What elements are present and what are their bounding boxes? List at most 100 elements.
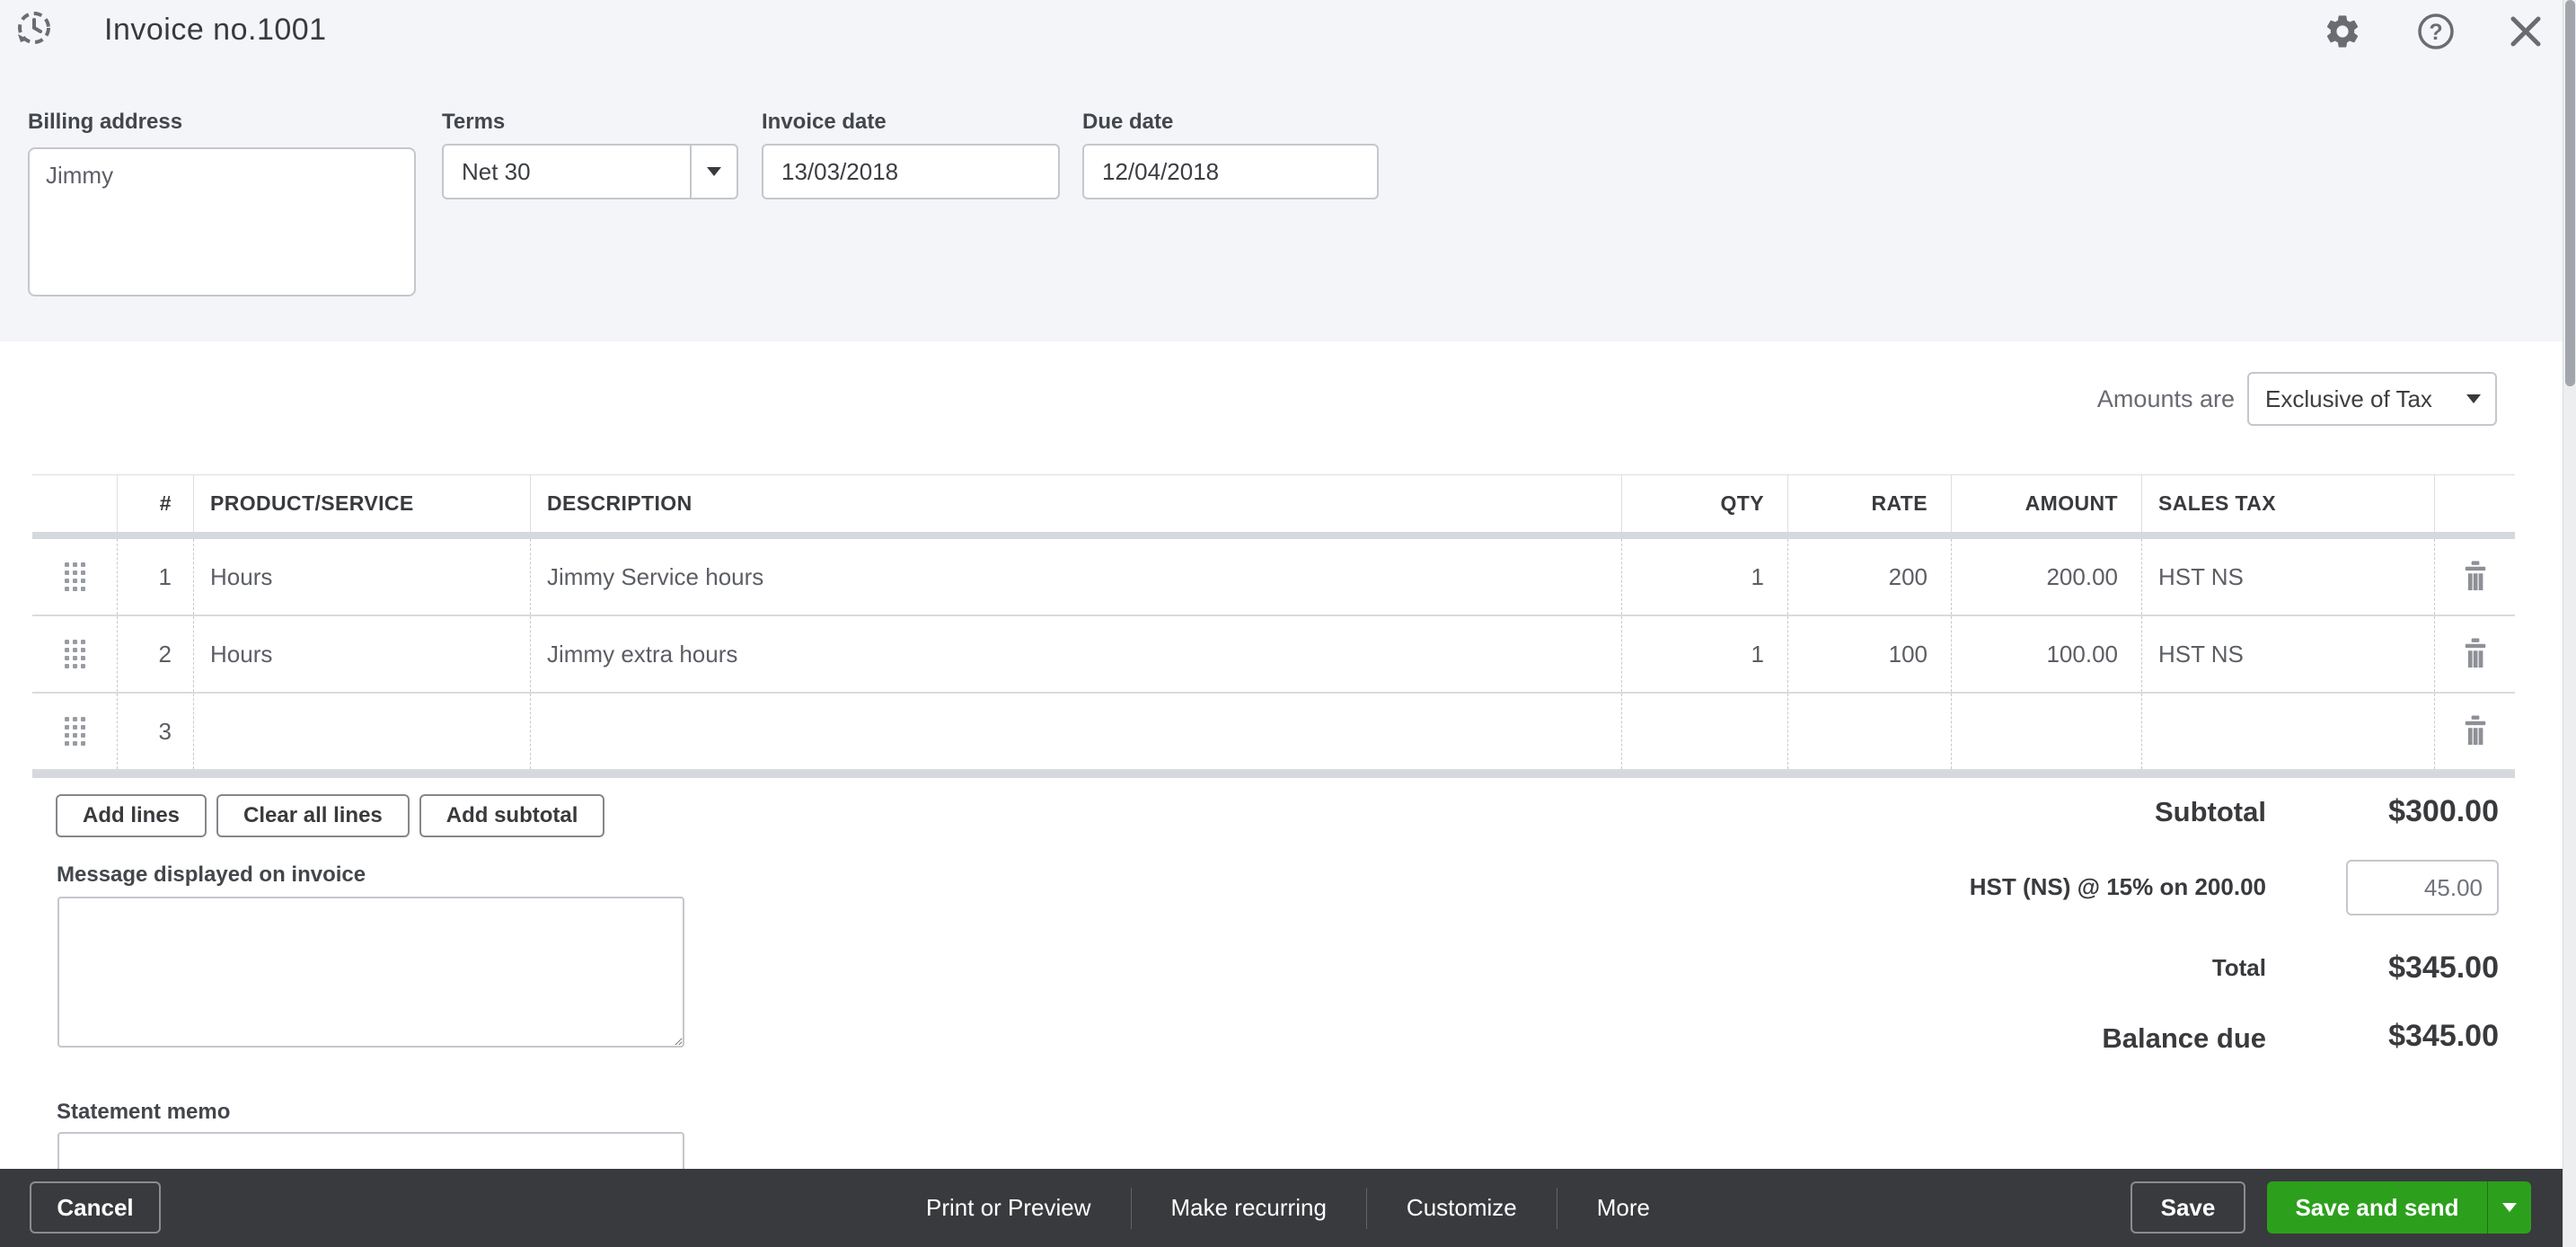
- invoice-message-input[interactable]: [57, 897, 684, 1048]
- billing-address-input[interactable]: Jimmy: [28, 147, 416, 296]
- table-divider: [32, 771, 2515, 778]
- cell-rate[interactable]: [1787, 694, 1951, 769]
- divider: [2487, 1181, 2488, 1234]
- amounts-are-select[interactable]: Exclusive of Tax: [2247, 372, 2497, 426]
- amounts-are-value: Exclusive of Tax: [2265, 385, 2432, 412]
- invoice-date-label: Invoice date: [762, 110, 887, 134]
- terms-caret-section[interactable]: [690, 146, 737, 198]
- cancel-button[interactable]: Cancel: [30, 1181, 161, 1234]
- terms-value: Net 30: [462, 157, 531, 185]
- page-title: Invoice no.1001: [104, 13, 327, 47]
- balance-due-label: Balance due: [2102, 1022, 2266, 1054]
- cell-num: 2: [117, 616, 193, 692]
- invoice-message-label: Message displayed on invoice: [57, 862, 366, 887]
- scrollbar-thumb[interactable]: [2565, 0, 2575, 386]
- cell-sales-tax[interactable]: [2141, 694, 2434, 769]
- header-actions-col: [2434, 475, 2515, 532]
- drag-handle[interactable]: [32, 694, 117, 769]
- subtotal-label: Subtotal: [2155, 796, 2266, 827]
- amounts-are-label: Amounts are: [2096, 385, 2235, 412]
- header-product: PRODUCT/SERVICE: [193, 475, 530, 532]
- invoice-date-input[interactable]: [762, 144, 1060, 199]
- header-qty: QTY: [1621, 475, 1787, 532]
- billing-address-label: Billing address: [28, 110, 183, 134]
- cell-description[interactable]: Jimmy extra hours: [530, 616, 1621, 692]
- delete-row-button[interactable]: [2434, 616, 2515, 692]
- cell-rate[interactable]: 200: [1787, 539, 1951, 615]
- header-description: DESCRIPTION: [530, 475, 1621, 532]
- gear-icon[interactable]: [2323, 12, 2362, 51]
- cell-product[interactable]: Hours: [193, 616, 530, 692]
- cell-num: 1: [117, 539, 193, 615]
- table-header-row: # PRODUCT/SERVICE DESCRIPTION QTY RATE A…: [32, 474, 2515, 532]
- header-num: #: [117, 475, 193, 532]
- chevron-down-icon: [2502, 1203, 2517, 1212]
- divider: [1365, 1187, 1367, 1229]
- save-and-send-button[interactable]: Save and send: [2267, 1181, 2531, 1234]
- statement-memo-label: Statement memo: [57, 1100, 231, 1124]
- customize-button[interactable]: Customize: [1367, 1194, 1557, 1222]
- header-sales-tax: SALES TAX: [2141, 475, 2434, 532]
- clear-all-lines-button[interactable]: Clear all lines: [216, 794, 410, 837]
- cell-description[interactable]: [530, 694, 1621, 769]
- drag-handle[interactable]: [32, 616, 117, 692]
- table-row: 3: [32, 694, 2515, 771]
- vertical-scrollbar[interactable]: [2563, 0, 2576, 1247]
- tax-label: HST (NS) @ 15% on 200.00: [1969, 873, 2266, 900]
- delete-row-button[interactable]: [2434, 694, 2515, 769]
- cell-amount[interactable]: 100.00: [1951, 616, 2141, 692]
- history-icon[interactable]: [13, 7, 56, 50]
- cell-amount[interactable]: 200.00: [1951, 539, 2141, 615]
- cell-qty[interactable]: [1621, 694, 1787, 769]
- print-or-preview-button[interactable]: Print or Preview: [887, 1194, 1131, 1222]
- chevron-down-icon: [2466, 394, 2481, 403]
- terms-select[interactable]: Net 30: [442, 144, 738, 199]
- footer-center-actions: Print or Preview Make recurring Customiz…: [887, 1169, 1689, 1247]
- more-button[interactable]: More: [1557, 1194, 1689, 1222]
- due-date-input[interactable]: [1082, 144, 1379, 199]
- add-subtotal-button[interactable]: Add subtotal: [419, 794, 605, 837]
- total-value: $345.00: [2388, 951, 2499, 985]
- table-divider: [32, 532, 2515, 539]
- cell-qty[interactable]: 1: [1621, 539, 1787, 615]
- cell-amount[interactable]: [1951, 694, 2141, 769]
- svg-text:?: ?: [2429, 20, 2442, 45]
- tax-amount-input[interactable]: [2346, 860, 2499, 915]
- save-button[interactable]: Save: [2130, 1181, 2245, 1234]
- drag-handle[interactable]: [32, 539, 117, 615]
- close-icon[interactable]: [2508, 13, 2544, 49]
- cell-qty[interactable]: 1: [1621, 616, 1787, 692]
- cell-rate[interactable]: 100: [1787, 616, 1951, 692]
- make-recurring-button[interactable]: Make recurring: [1132, 1194, 1366, 1222]
- trash-icon: [2465, 715, 2485, 745]
- trash-icon: [2465, 561, 2485, 590]
- subtotal-value: $300.00: [2388, 794, 2499, 828]
- delete-row-button[interactable]: [2434, 539, 2515, 615]
- total-label: Total: [2211, 954, 2266, 981]
- save-and-send-label: Save and send: [2295, 1193, 2459, 1221]
- balance-due-value: $345.00: [2388, 1019, 2499, 1053]
- amounts-are-row: Amounts are Exclusive of Tax: [2097, 372, 2497, 426]
- drag-handle-icon: [64, 640, 85, 668]
- header-amount: AMOUNT: [1951, 475, 2141, 532]
- cell-description[interactable]: Jimmy Service hours: [530, 539, 1621, 615]
- line-items-table: # PRODUCT/SERVICE DESCRIPTION QTY RATE A…: [32, 474, 2515, 778]
- save-options-caret[interactable]: [2488, 1203, 2531, 1212]
- due-date-label: Due date: [1082, 110, 1174, 134]
- cell-num: 3: [117, 694, 193, 769]
- help-icon[interactable]: ?: [2416, 12, 2456, 51]
- table-row: 2 Hours Jimmy extra hours 1 100 100.00 H…: [32, 616, 2515, 694]
- drag-handle-icon: [64, 562, 85, 591]
- add-lines-button[interactable]: Add lines: [56, 794, 207, 837]
- cell-product[interactable]: [193, 694, 530, 769]
- drag-handle-icon: [64, 717, 85, 746]
- cell-product[interactable]: Hours: [193, 539, 530, 615]
- divider: [1130, 1187, 1132, 1229]
- chevron-down-icon: [707, 167, 721, 176]
- terms-label: Terms: [442, 110, 506, 134]
- cell-sales-tax[interactable]: HST NS: [2141, 616, 2434, 692]
- cell-sales-tax[interactable]: HST NS: [2141, 539, 2434, 615]
- line-actions: Add lines Clear all lines Add subtotal: [56, 794, 605, 837]
- header-drag-col: [32, 475, 117, 532]
